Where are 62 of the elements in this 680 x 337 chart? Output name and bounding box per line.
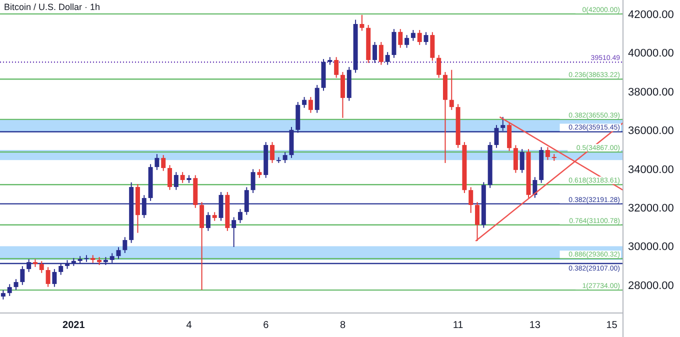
- x-tick-label: 8: [340, 320, 346, 331]
- candlestick: [161, 154, 166, 172]
- candlestick: [200, 202, 204, 290]
- candlestick: [468, 186, 474, 214]
- candlestick: [302, 96, 307, 108]
- y-tick-label: 28000.00: [628, 280, 674, 292]
- candlestick: [398, 28, 403, 48]
- candlestick: [545, 146, 550, 160]
- candlestick: [20, 266, 25, 286]
- y-tick-label: 36000.00: [628, 125, 674, 138]
- candlestick: [116, 246, 121, 260]
- x-tick-label: 4: [186, 320, 192, 331]
- x-tick-label: 6: [263, 320, 270, 331]
- candlestick: [52, 268, 57, 288]
- candlestick: [449, 69, 454, 110]
- y-tick-label: 30000.00: [628, 241, 674, 254]
- candlestick: [238, 208, 242, 224]
- candlestick: [372, 42, 378, 64]
- candlestick: [250, 168, 256, 194]
- candlestick: [168, 164, 172, 190]
- chart-title: Bitcoin / U.S. Dollar · 1h: [4, 2, 100, 12]
- x-tick-label: 13: [529, 320, 541, 331]
- candlestick: [39, 260, 44, 274]
- y-tick-label: 42000.00: [628, 8, 674, 21]
- candlestick: [507, 122, 512, 152]
- candlestick: [7, 284, 12, 296]
- candlestick: [154, 154, 160, 170]
- candlestick: [392, 28, 396, 58]
- candlestick: [340, 72, 345, 118]
- candlestick: [385, 52, 390, 66]
- candlestick: [532, 176, 538, 198]
- candlestick: [475, 202, 480, 242]
- candlestick: [180, 172, 185, 184]
- candlestick: [430, 32, 435, 62]
- candlestick: [417, 30, 422, 46]
- candlestick: [378, 42, 384, 66]
- candlestick: [520, 148, 524, 174]
- candlestick: [410, 30, 416, 42]
- candlestick: [122, 236, 128, 254]
- candlestick: [404, 34, 410, 48]
- candlestick: [206, 212, 210, 232]
- candlestick: [424, 32, 428, 46]
- x-tick-label: 2021: [62, 320, 86, 331]
- candlestick: [436, 54, 442, 78]
- candlestick: [334, 56, 339, 78]
- candlestick: [232, 216, 236, 248]
- candlestick: [513, 144, 518, 174]
- candlestick: [282, 152, 288, 164]
- candlestick: [0, 290, 6, 300]
- candlestick: [270, 142, 275, 164]
- y-tick-label: 40000.00: [628, 48, 674, 60]
- x-tick-label: 11: [452, 320, 464, 331]
- x-tick-label: 15: [606, 320, 618, 331]
- y-tick-label: 34000.00: [628, 164, 674, 176]
- candlestick: [46, 266, 50, 288]
- y-tick-label: 32000.00: [628, 202, 674, 215]
- candlestick: [308, 96, 313, 114]
- candlestick: [314, 84, 320, 114]
- candlestick: [174, 172, 178, 190]
- y-tick-label: 38000.00: [628, 86, 674, 98]
- candlestick: [360, 14, 364, 32]
- candlestick: [14, 278, 18, 290]
